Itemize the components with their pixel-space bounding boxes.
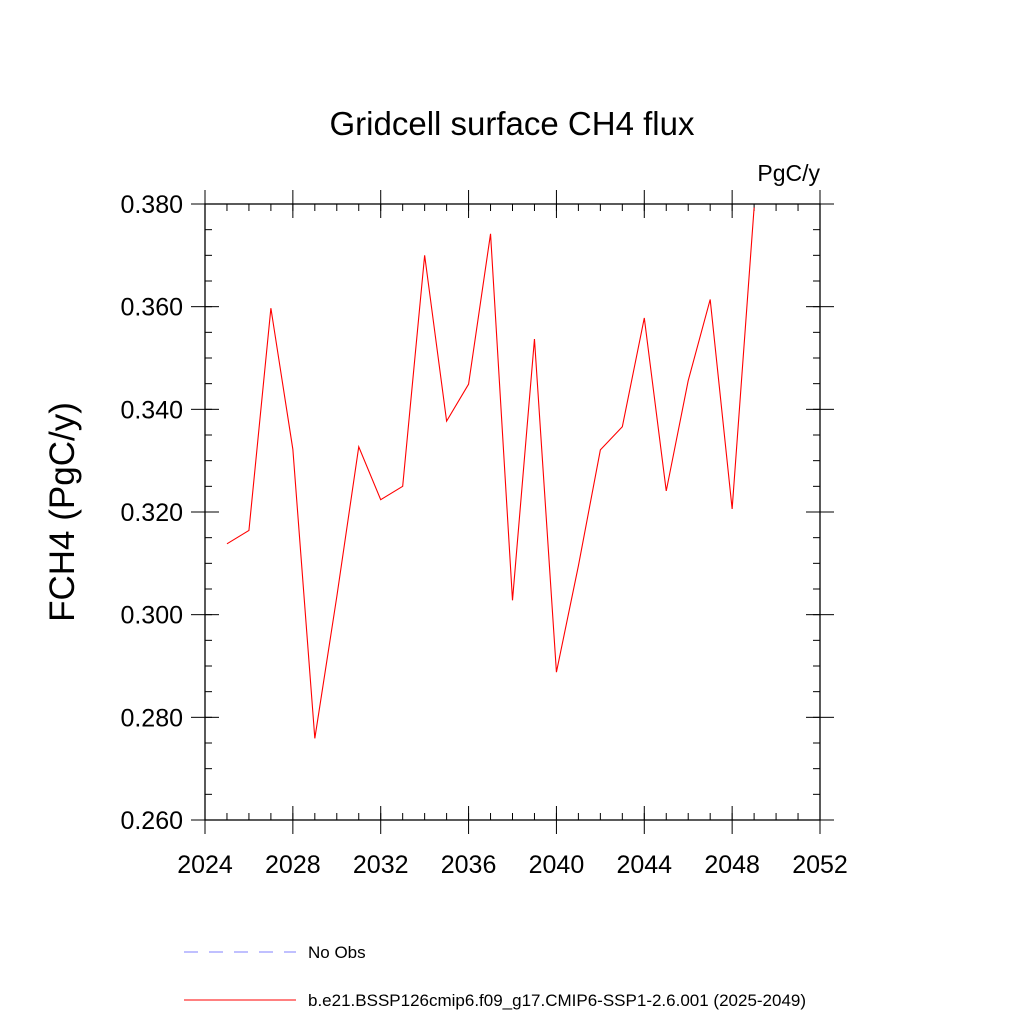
x-tick-label: 2048	[704, 851, 760, 879]
y-tick-label: 0.260	[120, 807, 183, 835]
x-tick-label: 2044	[616, 851, 672, 879]
legend-entry: b.e21.BSSP126cmip6.f09_g17.CMIP6-SSP1-2.…	[184, 991, 806, 1010]
legend-label: b.e21.BSSP126cmip6.f09_g17.CMIP6-SSP1-2.…	[308, 991, 806, 1010]
y-tick-label: 0.300	[120, 602, 183, 630]
y-tick-label: 0.340	[120, 396, 183, 424]
y-tick-label: 0.320	[120, 499, 183, 527]
y-tick-label: 0.380	[120, 191, 183, 219]
x-tick-label: 2036	[441, 851, 497, 879]
chart-title: Gridcell surface CH4 flux	[330, 105, 695, 142]
x-tick-label: 2028	[265, 851, 321, 879]
x-tick-label: 2032	[353, 851, 409, 879]
series-line	[226, 207, 755, 739]
legend-entry: No Obs	[184, 943, 366, 962]
x-tick-label: 2052	[792, 851, 848, 879]
y-axis-label: FCH4 (PgC/y)	[43, 402, 82, 622]
y-tick-label: 0.280	[120, 704, 183, 732]
plot-axes: 0.260 0.280 0.300 0.320 0.340 0.360 0.380 2024 2…	[120, 190, 848, 879]
data-series-group	[226, 207, 755, 739]
units-label: PgC/y	[757, 160, 820, 186]
x-tick-label: 2040	[529, 851, 585, 879]
x-tick-label: 2024	[177, 851, 233, 879]
y-tick-label: 0.360	[120, 294, 183, 322]
legend-label: No Obs	[308, 943, 366, 962]
legend: No Obs b.e21.BSSP126cmip6.f09_g17.CMIP6-S…	[184, 943, 806, 1010]
